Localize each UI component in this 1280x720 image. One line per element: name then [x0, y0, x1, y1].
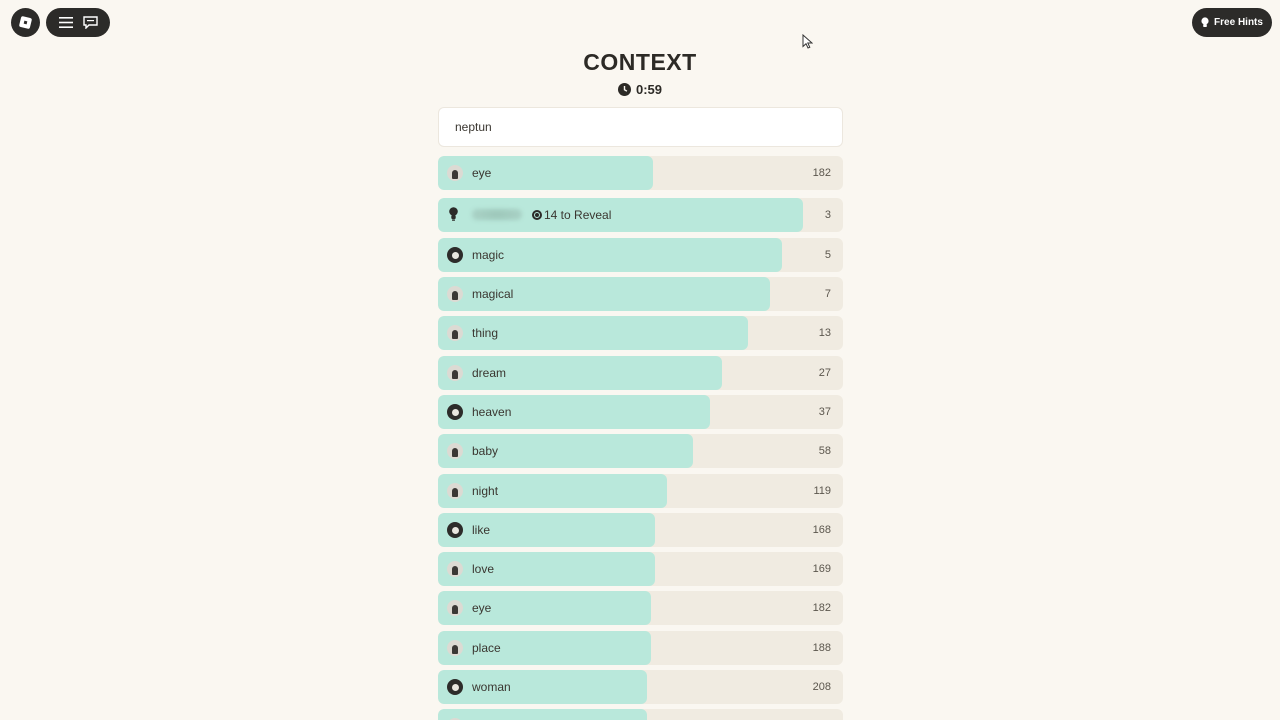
guess-rank: 208 [812, 681, 831, 693]
guess-word: like [472, 523, 491, 537]
player-avatar-icon [447, 404, 463, 420]
guess-row-fill [438, 709, 647, 720]
player-avatar-icon [447, 522, 463, 538]
top-left-controls [11, 8, 110, 37]
player-avatar-icon [447, 286, 463, 302]
player-avatar-icon [447, 483, 463, 499]
guess-row: woman 208 [438, 670, 843, 704]
player-avatar-icon [447, 679, 463, 695]
lightbulb-icon [1201, 17, 1209, 27]
guess-row: night 119 [438, 474, 843, 508]
timer-value: 0:59 [635, 82, 663, 97]
guess-input[interactable] [438, 107, 843, 147]
guess-row: baby 58 [438, 434, 843, 468]
guess-word: magical [472, 287, 514, 301]
guess-word: place [472, 641, 501, 655]
guess-row: place 188 [438, 631, 843, 665]
page-title: CONTEXT [583, 49, 697, 75]
guess-word: love [472, 562, 495, 576]
guess-rank: 27 [818, 367, 831, 379]
reveal-label: 14 to Reveal [544, 208, 612, 222]
guess-row: magic 5 [438, 238, 843, 272]
menu-pill [46, 8, 110, 37]
player-avatar-icon [447, 561, 463, 577]
guess-word: baby [472, 444, 499, 458]
home-logo-button[interactable] [11, 8, 40, 37]
guess-row: magical 7 [438, 277, 843, 311]
clock-icon [617, 83, 631, 96]
guess-row-fill [438, 434, 694, 468]
guess-row-fill [438, 356, 722, 390]
timer: 0:59 [0, 82, 1280, 97]
guess-row-fill [438, 591, 652, 625]
player-avatar-icon [447, 600, 463, 616]
hint-row[interactable]: 14 to Reveal 3 [438, 198, 843, 232]
guess-rank: 182 [812, 167, 831, 179]
guess-rank: 169 [812, 563, 831, 575]
menu-icon[interactable] [58, 15, 74, 31]
guess-rank: 119 [813, 485, 831, 497]
player-avatar-icon [447, 165, 463, 181]
guess-row-fill [438, 631, 651, 665]
player-avatar-icon [447, 718, 463, 720]
guess-row-fill [438, 513, 655, 547]
guess-rank: 5 [824, 249, 831, 261]
guess-rank: 188 [812, 642, 831, 654]
guess-word: dream [472, 366, 507, 380]
guess-row-fill [438, 238, 783, 272]
guess-rank: 37 [818, 406, 831, 418]
hint-rank: 3 [824, 209, 831, 221]
guess-word: magic [472, 248, 505, 262]
player-avatar-icon [447, 325, 463, 341]
guess-row-fill [438, 670, 647, 704]
guess-rank: 58 [818, 445, 831, 457]
guess-word: eye [472, 601, 492, 615]
coin-icon [532, 210, 542, 220]
guess-rank: 182 [812, 602, 831, 614]
guess-word: eye [472, 166, 492, 180]
mouse-cursor-icon [802, 34, 813, 49]
guess-row [438, 709, 843, 720]
guess-row: like 168 [438, 513, 843, 547]
guess-row-fill [438, 316, 748, 350]
player-avatar-icon [447, 247, 463, 263]
guess-row: thing 13 [438, 316, 843, 350]
chat-icon[interactable] [82, 15, 98, 31]
guess-row-fill [438, 395, 711, 429]
guess-rank: 7 [824, 288, 831, 300]
guess-rank: 13 [818, 327, 831, 339]
player-avatar-icon [447, 443, 463, 459]
guess-row-fill [438, 552, 655, 586]
guess-row: heaven 37 [438, 395, 843, 429]
guess-word: woman [472, 680, 511, 694]
player-avatar-icon [447, 640, 463, 656]
roblox-logo-icon [18, 15, 33, 30]
guess-row-fill [438, 474, 667, 508]
guess-row: dream 27 [438, 356, 843, 390]
hidden-word-blur [472, 209, 522, 220]
lightbulb-icon [449, 207, 458, 221]
guess-row: love 169 [438, 552, 843, 586]
guess-row: eye 182 [438, 591, 843, 625]
guess-rank: 168 [812, 524, 831, 536]
guess-row: eye 182 [438, 156, 843, 190]
player-avatar-icon [447, 365, 463, 381]
guess-word: heaven [472, 405, 512, 419]
guess-row-fill [438, 156, 653, 190]
guess-row-fill [438, 277, 771, 311]
guess-word: thing [472, 326, 499, 340]
free-hints-label: Free Hints [1214, 17, 1263, 28]
reveal-hint-button[interactable]: 14 to Reveal [532, 198, 611, 232]
guess-word: night [472, 484, 499, 498]
free-hints-button[interactable]: Free Hints [1192, 8, 1272, 37]
